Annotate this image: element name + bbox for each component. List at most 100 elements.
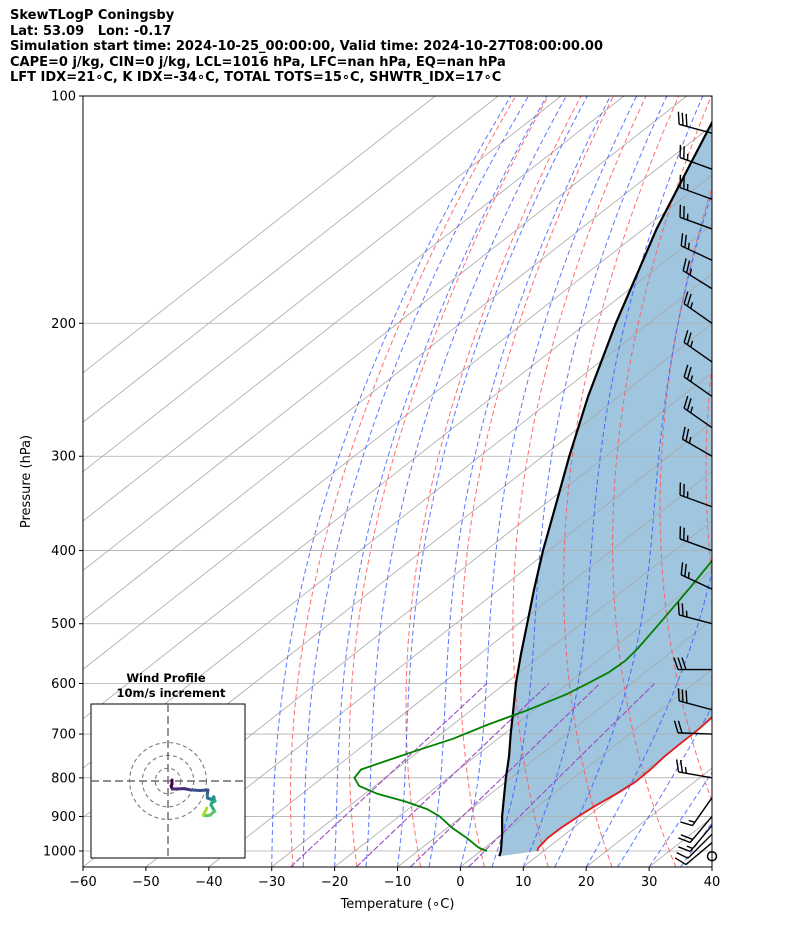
barb-shaft bbox=[679, 156, 713, 170]
barb-flag bbox=[677, 602, 680, 615]
barb-flag bbox=[682, 258, 687, 271]
mixing-ratio-line bbox=[410, 683, 601, 867]
mixing-ratio-line bbox=[290, 683, 488, 867]
moist-adiabat bbox=[491, 96, 668, 867]
wind-barb bbox=[680, 797, 713, 827]
moist-adiabat bbox=[397, 96, 588, 867]
dry-adiabat bbox=[459, 96, 614, 867]
barb-half-flag bbox=[688, 819, 695, 823]
isotherm bbox=[145, 421, 712, 867]
moist-adiabat bbox=[334, 96, 548, 867]
y-tick-label: 300 bbox=[51, 450, 76, 465]
parcel-profile-line bbox=[498, 120, 712, 857]
x-tick-label: −60 bbox=[69, 875, 96, 890]
barb-shaft bbox=[682, 438, 713, 457]
barb-flag bbox=[686, 366, 692, 380]
barb-shaft bbox=[685, 842, 713, 866]
barb-flag bbox=[681, 689, 684, 703]
wind-barb bbox=[680, 562, 713, 590]
y-tick-label: 400 bbox=[51, 544, 76, 559]
isotherm bbox=[83, 96, 625, 522]
barb-shaft bbox=[683, 341, 713, 363]
barb-flag bbox=[681, 426, 686, 440]
isotherm bbox=[83, 96, 562, 473]
barb-half-flag bbox=[690, 406, 694, 413]
wind-profile-title: Wind Profile bbox=[126, 671, 206, 685]
barb-flag bbox=[675, 759, 680, 773]
barb-half-flag bbox=[690, 375, 694, 382]
barb-half-flag bbox=[690, 302, 694, 309]
y-tick-label: 900 bbox=[51, 810, 76, 825]
moist-adiabat bbox=[271, 96, 512, 867]
barb-shaft bbox=[682, 270, 713, 290]
barb-half-flag bbox=[690, 340, 694, 348]
isotherm bbox=[334, 569, 712, 867]
moist-adiabat bbox=[744, 96, 794, 867]
dry-adiabat bbox=[612, 96, 712, 867]
y-tick-label: 800 bbox=[51, 771, 76, 786]
chart-title-block: SkewTLogP Coningsby Lat: 53.09 Lon: -0.1… bbox=[10, 8, 603, 86]
isotherm bbox=[460, 668, 712, 867]
x-tick-label: −40 bbox=[195, 875, 222, 890]
wind-barb bbox=[674, 842, 713, 866]
barb-flag bbox=[676, 851, 689, 859]
wind-barb bbox=[680, 233, 713, 261]
y-tick-label: 700 bbox=[51, 728, 76, 743]
dry-adiabat bbox=[659, 185, 712, 803]
barb-flag bbox=[677, 111, 680, 125]
barb-flag bbox=[677, 657, 683, 670]
barb-shaft bbox=[679, 538, 713, 552]
x-tick-label: −30 bbox=[258, 875, 285, 890]
x-tick-label: 10 bbox=[515, 875, 532, 890]
barb-shaft bbox=[679, 494, 713, 508]
y-axis-label: Pressure (hPa) bbox=[19, 435, 34, 528]
barb-flag bbox=[674, 857, 687, 866]
barb-shaft bbox=[683, 376, 713, 398]
wind-barb bbox=[677, 111, 713, 134]
isotherm bbox=[83, 96, 436, 374]
barb-shaft bbox=[680, 574, 713, 590]
barb-flag bbox=[683, 291, 689, 304]
isotherm bbox=[83, 96, 688, 571]
barb-half-flag bbox=[687, 242, 690, 250]
barb-half-flag bbox=[688, 436, 692, 444]
barb-flag bbox=[685, 260, 691, 273]
moist-adiabat bbox=[648, 771, 712, 867]
barb-flag bbox=[686, 332, 692, 345]
barb-flag bbox=[678, 846, 691, 853]
y-tick-label: 500 bbox=[51, 617, 76, 632]
location-line: Lat: 53.09 Lon: -0.17 bbox=[10, 23, 172, 39]
barb-flag bbox=[683, 330, 689, 343]
barb-flag bbox=[686, 398, 692, 411]
isotherm bbox=[83, 96, 499, 423]
wind-barb bbox=[675, 759, 713, 779]
x-tick-label: −10 bbox=[384, 875, 411, 890]
wind-barb bbox=[677, 688, 713, 711]
isotherm bbox=[271, 520, 712, 867]
barb-shaft bbox=[678, 700, 713, 711]
isotherm bbox=[397, 619, 712, 867]
barb-shaft bbox=[687, 833, 713, 859]
moist-adiabat bbox=[711, 866, 712, 867]
chart-title: SkewTLogP Coningsby bbox=[10, 8, 175, 23]
barb-shaft bbox=[678, 123, 713, 134]
barb-shaft bbox=[678, 771, 713, 779]
barb-shaft bbox=[678, 614, 713, 625]
x-tick-label: −20 bbox=[321, 875, 348, 890]
wind-barb bbox=[683, 364, 713, 398]
dry-adiabat bbox=[563, 96, 680, 867]
wind-barb bbox=[676, 833, 713, 859]
wind-barb bbox=[683, 330, 713, 363]
barb-shaft bbox=[691, 797, 713, 826]
y-tick-label: 200 bbox=[51, 317, 76, 332]
barb-flag bbox=[680, 233, 684, 246]
barb-shaft bbox=[689, 816, 713, 843]
time-line: Simulation start time: 2024-10-25_00:00:… bbox=[10, 39, 603, 55]
wind-profile-clip bbox=[91, 704, 245, 858]
barb-flag bbox=[685, 113, 688, 127]
barb-flag bbox=[685, 428, 690, 442]
mixing-ratio-line bbox=[355, 683, 550, 867]
wind-barb bbox=[683, 395, 713, 429]
